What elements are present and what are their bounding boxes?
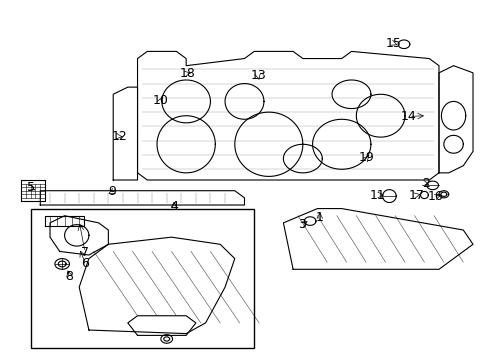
Polygon shape <box>50 216 108 255</box>
Text: 13: 13 <box>250 69 265 82</box>
Polygon shape <box>283 208 472 269</box>
Bar <box>30 208 254 348</box>
Polygon shape <box>137 51 438 180</box>
Text: 15: 15 <box>385 37 401 50</box>
Polygon shape <box>113 87 137 180</box>
Text: 1: 1 <box>315 211 323 224</box>
Text: 17: 17 <box>408 189 424 202</box>
Polygon shape <box>45 216 84 226</box>
Text: 9: 9 <box>108 185 116 198</box>
Polygon shape <box>40 191 244 205</box>
Text: 3: 3 <box>297 218 305 231</box>
Polygon shape <box>127 316 196 336</box>
Text: 8: 8 <box>65 270 73 283</box>
Text: 16: 16 <box>427 190 443 203</box>
Text: 5: 5 <box>26 181 35 194</box>
Polygon shape <box>21 180 45 202</box>
Text: 14: 14 <box>400 110 416 123</box>
Text: 6: 6 <box>81 257 89 270</box>
Text: 10: 10 <box>153 94 168 107</box>
Polygon shape <box>438 66 472 173</box>
Text: 18: 18 <box>179 67 195 80</box>
Text: 4: 4 <box>170 200 178 213</box>
Text: 11: 11 <box>368 189 385 202</box>
Text: 7: 7 <box>81 246 89 258</box>
Text: 2: 2 <box>421 177 429 190</box>
Polygon shape <box>79 237 234 334</box>
Text: 19: 19 <box>358 151 374 165</box>
Text: 12: 12 <box>111 130 127 143</box>
